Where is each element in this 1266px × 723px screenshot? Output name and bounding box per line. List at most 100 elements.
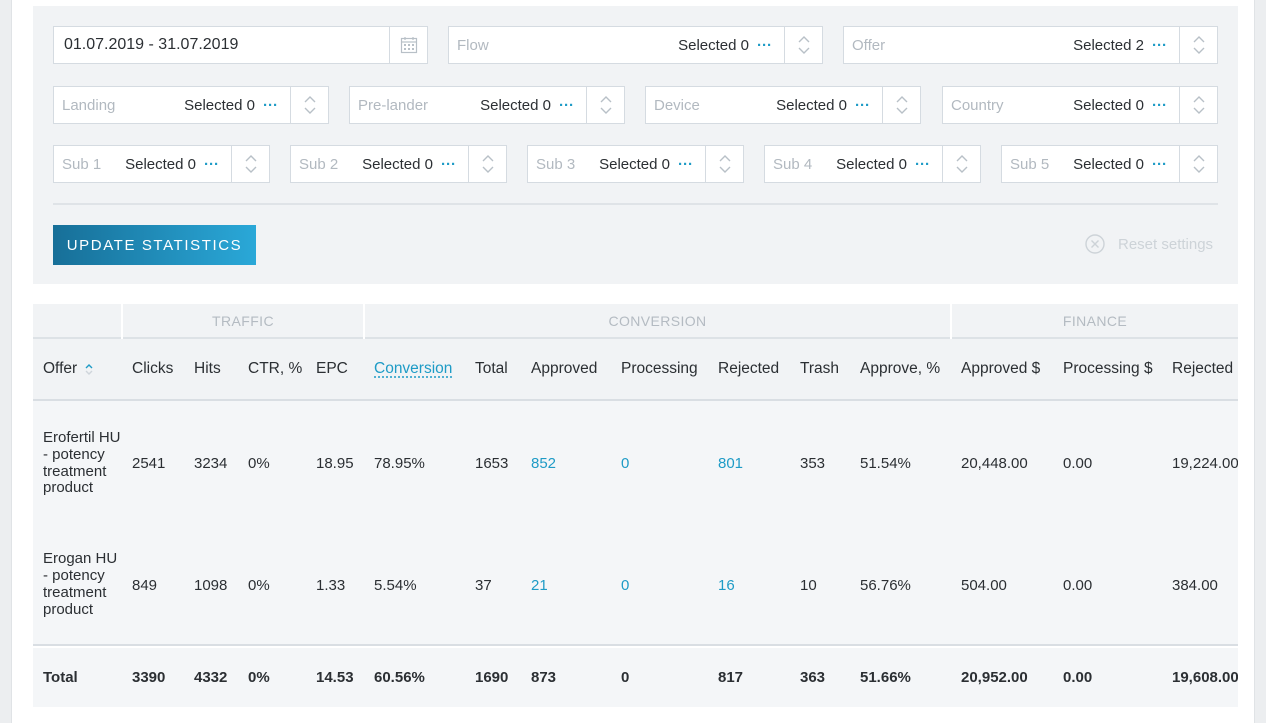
cell-processing-link[interactable]: 0 [621,455,630,472]
cell-hits: 1098 [194,576,228,594]
landing-selected-count: Selected 0 [184,96,255,114]
more-icon[interactable]: ··· [757,36,772,54]
col-processing-money[interactable]: Processing $ [1063,360,1153,377]
sub2-selected-count: Selected 0 [362,155,433,173]
spinner-icon[interactable] [784,27,822,63]
sub5-placeholder: Sub 5 [1010,155,1050,173]
cell-clicks: 2541 [132,455,166,472]
col-clicks[interactable]: Clicks [132,360,174,377]
country-selected-count: Selected 0 [1073,96,1144,114]
more-icon[interactable]: ··· [915,155,930,173]
prelander-filter[interactable]: Pre-lander Selected 0 ··· [349,86,625,124]
col-offer[interactable]: Offer [43,339,94,399]
col-rejected[interactable]: Rejected [718,360,780,377]
more-icon[interactable]: ··· [1152,155,1167,173]
sub3-filter[interactable]: Sub 3 Selected 0 ··· [527,145,744,183]
more-icon[interactable]: ··· [204,155,219,173]
group-finance: FINANCE [952,304,1238,339]
spinner-icon[interactable] [1179,87,1217,123]
spinner-icon[interactable] [1179,27,1217,63]
cell-epc: 1.33 [316,576,346,594]
cell-offer: Erogan HU - potency treatment product [43,550,118,618]
device-placeholder: Device [654,96,700,114]
total-approve-pct: 51.66% [860,669,911,686]
total-label: Total [43,669,78,686]
more-icon[interactable]: ··· [263,96,278,114]
spinner-icon[interactable] [586,87,624,123]
cell-processing-money: 0.00 [1063,576,1093,594]
spinner-icon[interactable] [231,146,269,182]
sort-icon[interactable] [84,362,94,376]
sub1-placeholder: Sub 1 [62,155,102,173]
cell-conversion: 78.95% [374,455,425,472]
more-icon[interactable]: ··· [678,155,693,173]
date-range-picker[interactable]: 01.07.2019 - 31.07.2019 [53,26,428,64]
table-row: Erogan HU - potency treatment product 84… [33,526,1238,646]
more-icon[interactable]: ··· [441,155,456,173]
more-icon[interactable]: ··· [1152,36,1167,54]
update-statistics-button[interactable]: UPDATE STATISTICS [53,225,256,265]
total-approved: 873 [531,669,557,686]
device-filter[interactable]: Device Selected 0 ··· [645,86,921,124]
offer-filter[interactable]: Offer Selected 2 ··· [843,26,1218,64]
col-total[interactable]: Total [475,360,508,377]
cell-trash: 353 [800,455,826,472]
totals-row: Total 3390 4332 0% 14.53 60.56% 1690 873… [33,648,1238,707]
spinner-icon[interactable] [468,146,506,182]
col-approved-money[interactable]: Approved $ [961,360,1041,377]
col-conversion[interactable]: Conversion [374,360,453,377]
page-border-left [0,0,12,723]
flow-selected-count: Selected 0 [678,36,749,54]
sub2-filter[interactable]: Sub 2 Selected 0 ··· [290,145,507,183]
col-rejected-money[interactable]: Rejected [1172,360,1234,377]
date-range-value[interactable]: 01.07.2019 - 31.07.2019 [64,36,239,53]
flow-filter[interactable]: Flow Selected 0 ··· [448,26,823,64]
cell-approved-link[interactable]: 852 [531,455,557,472]
col-hits[interactable]: Hits [194,360,221,377]
cell-clicks: 849 [132,576,158,594]
col-approve-pct[interactable]: Approve, % [860,360,941,377]
cell-processing-link[interactable]: 0 [621,576,630,594]
more-icon[interactable]: ··· [855,96,870,114]
more-icon[interactable]: ··· [559,96,574,114]
country-filter[interactable]: Country Selected 0 ··· [942,86,1218,124]
spinner-icon[interactable] [882,87,920,123]
reset-settings-link[interactable]: Reset settings [1085,234,1213,254]
sub1-filter[interactable]: Sub 1 Selected 0 ··· [53,145,270,183]
total-rejected-money: 19,608.00 [1172,669,1238,686]
sub4-filter[interactable]: Sub 4 Selected 0 ··· [764,145,981,183]
total-total: 1690 [475,669,509,686]
col-trash[interactable]: Trash [800,360,840,377]
landing-filter[interactable]: Landing Selected 0 ··· [53,86,329,124]
total-conversion: 60.56% [374,669,425,686]
cell-approved-link[interactable]: 21 [531,576,548,594]
calendar-icon[interactable] [389,27,427,63]
col-ctr[interactable]: CTR, % [248,360,303,377]
cell-epc: 18.95 [316,455,354,472]
total-processing: 0 [621,669,630,686]
close-circle-icon [1085,234,1105,254]
spinner-icon[interactable] [290,87,328,123]
total-trash: 363 [800,669,826,686]
sub5-filter[interactable]: Sub 5 Selected 0 ··· [1001,145,1218,183]
total-epc: 14.53 [316,669,354,686]
spinner-icon[interactable] [705,146,743,182]
col-epc[interactable]: EPC [316,360,348,377]
offer-selected-count: Selected 2 [1073,36,1144,54]
prelander-placeholder: Pre-lander [358,96,429,114]
group-conversion: CONVERSION [365,304,950,339]
cell-total: 1653 [475,455,509,472]
cell-rejected-link[interactable]: 16 [718,576,735,594]
spinner-icon[interactable] [942,146,980,182]
flow-placeholder: Flow [457,36,489,54]
cell-rejected-link[interactable]: 801 [718,455,744,472]
sub3-placeholder: Sub 3 [536,155,576,173]
more-icon[interactable]: ··· [1152,96,1167,114]
cell-ctr: 0% [248,455,270,472]
col-processing[interactable]: Processing [621,360,698,377]
col-approved[interactable]: Approved [531,360,598,377]
spinner-icon[interactable] [1179,146,1217,182]
column-group-row: TRAFFIC CONVERSION FINANCE [33,304,1238,339]
country-placeholder: Country [951,96,1004,114]
cell-approve-pct: 56.76% [860,576,911,594]
